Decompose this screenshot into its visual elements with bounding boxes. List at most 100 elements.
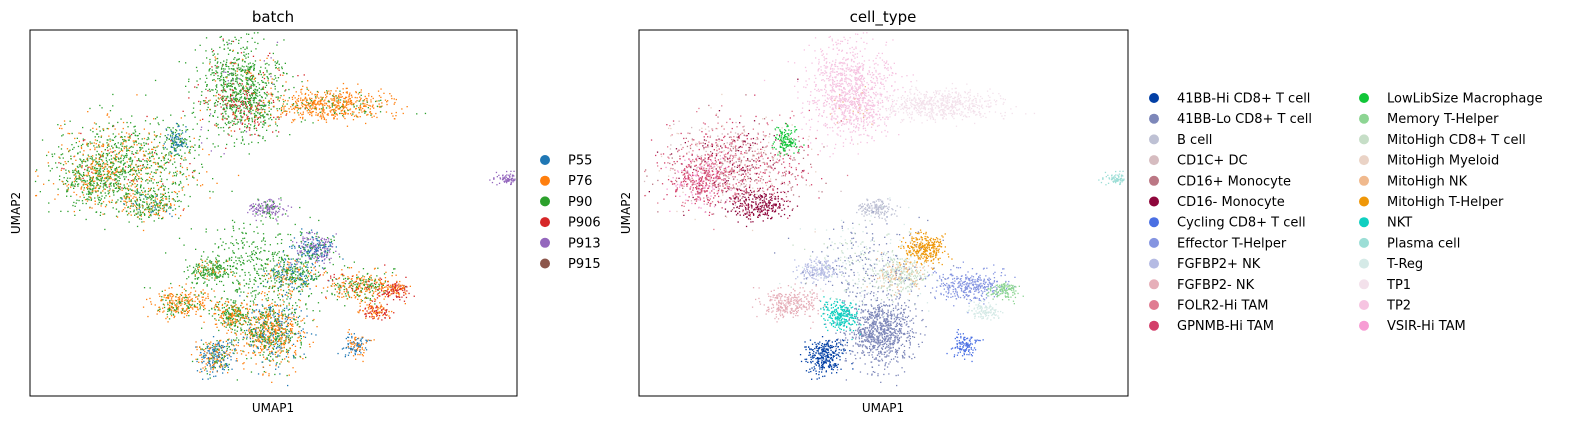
batch-point (510, 182, 512, 184)
batch-point (103, 168, 106, 170)
batch-point (132, 173, 134, 175)
batch-point (385, 111, 388, 113)
batch-point (201, 370, 203, 373)
batch-point (203, 369, 206, 371)
batch-point (344, 106, 346, 108)
batch-point (276, 116, 278, 118)
batch-point (263, 338, 265, 340)
batch-point (265, 211, 267, 213)
batch-point (245, 57, 247, 59)
batch-point (149, 123, 151, 125)
batch-point (112, 162, 114, 164)
batch-point (221, 349, 223, 351)
batch-point (261, 340, 264, 342)
batch-point (214, 362, 216, 364)
batch-point (170, 154, 172, 157)
batch-point (106, 170, 109, 172)
batch-point (205, 88, 207, 90)
batch-point (295, 319, 297, 321)
batch-point (271, 302, 273, 305)
batch-point (269, 340, 271, 342)
batch-point (94, 172, 96, 174)
batch-point (255, 331, 257, 333)
batch-point (202, 118, 204, 120)
batch-point (121, 174, 123, 176)
batch-point (254, 64, 256, 66)
batch-point (261, 109, 263, 111)
batch-point (241, 80, 243, 82)
batch-point (248, 143, 250, 145)
batch-point (130, 133, 133, 136)
batch-point (213, 353, 215, 355)
batch-point (86, 200, 89, 202)
batch-point (346, 125, 349, 127)
batch-point (208, 358, 211, 360)
batch-point (227, 357, 229, 359)
batch-point (147, 315, 149, 318)
batch-point (262, 136, 264, 138)
batch-point (330, 98, 332, 100)
batch-point (125, 141, 127, 143)
batch-point (281, 67, 283, 70)
batch-point (284, 334, 286, 337)
batch-point (235, 110, 237, 112)
batch-point (224, 355, 226, 357)
batch-point (295, 91, 297, 93)
batch-point (136, 166, 138, 168)
batch-point (255, 339, 257, 341)
batch-point (94, 164, 96, 166)
batch-point (163, 188, 165, 190)
batch-point (129, 137, 131, 139)
batch-point (140, 177, 143, 179)
batch-point (169, 160, 171, 162)
batch-point (78, 183, 80, 185)
batch-point (309, 91, 312, 93)
batch-point (181, 137, 183, 139)
batch-point (170, 130, 172, 132)
batch-point (224, 80, 227, 83)
batch-point (224, 351, 226, 353)
batch-point (286, 210, 288, 212)
batch-point (170, 136, 172, 138)
batch-point (295, 316, 298, 318)
batch-point (378, 103, 380, 105)
batch-point (339, 108, 341, 110)
batch-point (231, 109, 233, 111)
batch-point (296, 106, 298, 109)
batch-point (213, 347, 215, 349)
batch-point (150, 160, 152, 162)
batch-point (263, 336, 266, 338)
batch-point (276, 205, 279, 207)
batch-point (280, 289, 282, 291)
batch-point (338, 101, 340, 103)
batch-point (271, 326, 274, 328)
batch-point (107, 175, 109, 177)
batch-point (347, 99, 349, 101)
batch-point (246, 343, 248, 345)
batch-point (207, 350, 209, 352)
batch-point (246, 342, 248, 344)
batch-point (60, 154, 62, 156)
batch-point (80, 179, 82, 181)
batch-point (246, 33, 248, 35)
batch-point (166, 137, 168, 139)
batch-point (212, 72, 214, 74)
batch-point (244, 101, 246, 103)
batch-point (198, 146, 201, 148)
batch-point (343, 100, 345, 102)
batch-point (254, 351, 256, 353)
batch-point (119, 136, 122, 138)
batch-point (93, 185, 95, 187)
batch-point (267, 313, 269, 316)
batch-point (112, 179, 114, 181)
batch-point (275, 123, 277, 125)
batch-point (141, 205, 144, 207)
batch-point (99, 156, 102, 158)
batch-point (119, 161, 121, 163)
batch-point (155, 135, 157, 137)
batch-point (185, 143, 188, 146)
batch-point (274, 338, 276, 340)
batch-point (220, 79, 222, 81)
batch-point (194, 49, 196, 51)
batch-point (263, 105, 265, 108)
